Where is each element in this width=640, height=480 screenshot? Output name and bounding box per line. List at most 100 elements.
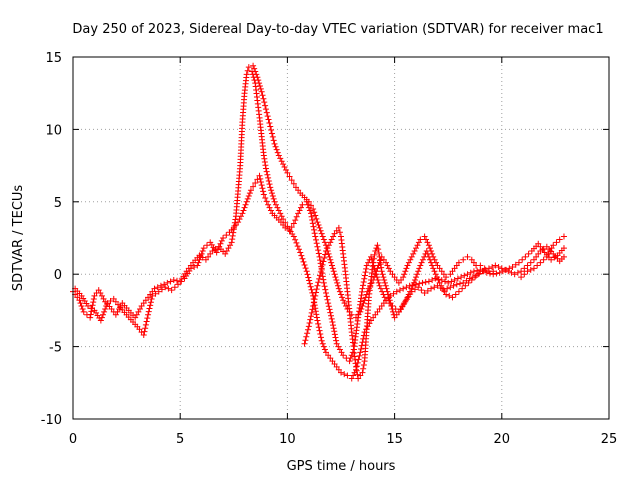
data-point — [368, 279, 375, 286]
data-point — [383, 259, 390, 266]
data-point — [229, 236, 236, 243]
data-point — [270, 195, 277, 202]
data-point — [361, 275, 368, 282]
data-point — [147, 299, 154, 306]
data-point — [498, 265, 505, 272]
data-point — [464, 271, 471, 278]
grid-layer — [73, 57, 609, 419]
data-point — [359, 369, 366, 376]
data-point — [317, 257, 324, 264]
data-point — [252, 68, 259, 75]
data-point — [267, 184, 274, 191]
data-point — [293, 239, 300, 246]
data-point — [310, 303, 317, 310]
data-point — [268, 130, 275, 137]
data-point — [307, 316, 314, 323]
data-point — [151, 285, 158, 292]
data-point — [387, 300, 394, 307]
data-point — [270, 137, 277, 144]
data-point — [89, 302, 96, 309]
data-point — [374, 242, 381, 249]
data-point — [326, 253, 333, 260]
data-point — [243, 198, 250, 205]
data-point — [164, 279, 171, 286]
data-point — [328, 236, 335, 243]
data-point — [317, 268, 324, 275]
data-point — [459, 285, 466, 292]
data-point — [107, 297, 114, 304]
data-point — [519, 256, 526, 263]
data-point — [316, 224, 323, 231]
data-point — [339, 294, 346, 301]
data-point — [271, 140, 278, 147]
data-point — [354, 371, 361, 378]
data-point — [518, 274, 525, 281]
data-point — [311, 296, 318, 303]
data-point — [328, 259, 335, 266]
data-point — [237, 213, 244, 220]
data-point — [315, 221, 322, 228]
data-point — [313, 311, 320, 318]
data-point — [414, 271, 421, 278]
data-point — [316, 272, 323, 279]
data-point — [261, 158, 268, 165]
data-point — [421, 290, 428, 297]
data-point — [374, 265, 381, 272]
y-tick-label: 10 — [45, 123, 62, 138]
data-point — [340, 352, 347, 359]
data-point — [326, 306, 333, 313]
data-point — [410, 279, 417, 286]
data-point — [198, 250, 205, 257]
data-point — [449, 294, 456, 301]
data-point — [85, 303, 92, 310]
data-point — [470, 268, 477, 275]
data-point — [103, 303, 110, 310]
data-point — [320, 258, 327, 265]
data-point — [411, 248, 418, 255]
data-point — [373, 268, 380, 275]
data-point — [319, 261, 326, 268]
data-point — [434, 274, 441, 281]
data-point — [537, 259, 544, 266]
data-point — [361, 272, 368, 279]
data-point — [267, 123, 274, 130]
data-point — [328, 262, 335, 269]
data-point — [413, 245, 420, 252]
data-point — [263, 198, 270, 205]
data-point — [328, 315, 335, 322]
data-point — [537, 248, 544, 255]
data-point — [293, 213, 300, 220]
data-point — [321, 254, 328, 261]
data-point — [197, 253, 204, 260]
data-point — [194, 262, 201, 269]
data-point — [415, 268, 422, 275]
data-point — [376, 282, 383, 289]
data-point — [346, 358, 353, 365]
data-point — [428, 285, 435, 292]
data-point — [330, 325, 337, 332]
data-point — [262, 165, 269, 172]
data-point — [325, 250, 332, 257]
data-point — [405, 259, 412, 266]
data-point — [556, 236, 563, 243]
data-point — [140, 332, 147, 339]
data-point — [331, 331, 338, 338]
data-point — [264, 113, 271, 120]
data-point — [518, 268, 525, 275]
data-point — [360, 279, 367, 286]
data-point — [256, 82, 263, 89]
data-point — [378, 264, 385, 271]
data-point — [323, 293, 330, 300]
y-tick-label: 0 — [54, 268, 62, 283]
data-point — [290, 220, 297, 227]
data-point — [408, 253, 415, 260]
data-point — [416, 280, 423, 287]
data-point — [282, 166, 289, 173]
data-point — [314, 282, 321, 289]
data-point — [314, 317, 321, 324]
data-point — [258, 182, 265, 189]
data-point — [550, 242, 557, 249]
data-point — [410, 250, 417, 257]
data-point — [311, 209, 318, 216]
data-point — [371, 251, 378, 258]
